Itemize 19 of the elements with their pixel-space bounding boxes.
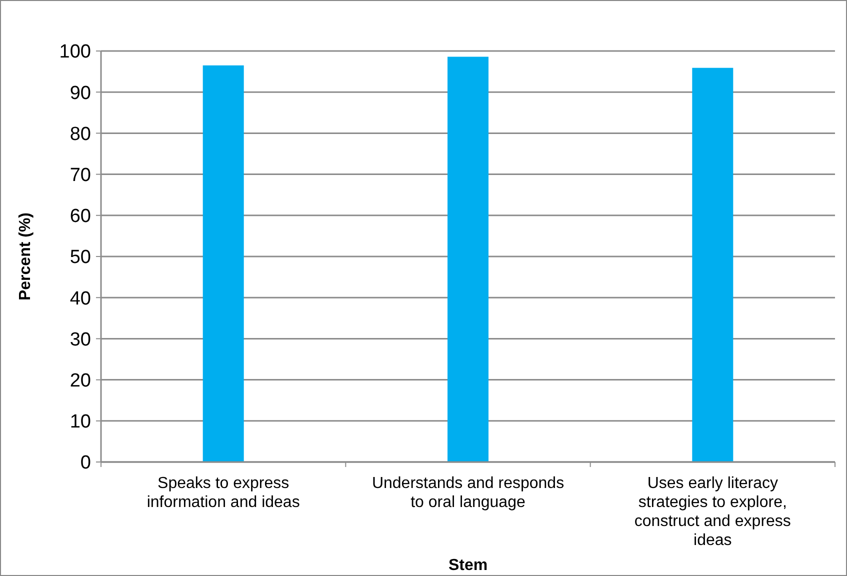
y-tick-label: 80: [70, 124, 91, 145]
x-tick-label: Understands and responds to oral language: [372, 475, 564, 511]
bar: [202, 65, 244, 462]
y-tick-label: 100: [59, 42, 91, 63]
x-tick-label: Speaks to express information and ideas: [146, 475, 300, 511]
y-tick-label: 60: [70, 206, 91, 228]
x-axis-title: Stem: [448, 557, 488, 574]
y-tick-label: 90: [70, 82, 91, 104]
x-tick-label: Uses early literacy strategies to explore, construct and express ideas: [634, 475, 791, 549]
bar: [448, 56, 488, 462]
y-axis-title: Percent (%): [17, 212, 34, 301]
y-tick-label: 70: [70, 164, 91, 186]
y-tick-label: 0: [80, 452, 91, 474]
y-tick-label: 20: [70, 370, 91, 392]
y-tick-label: 30: [70, 329, 91, 350]
y-tick-label: 50: [70, 247, 91, 268]
bar: [692, 68, 734, 462]
y-tick-label: 10: [70, 412, 91, 433]
y-tick-label: 40: [70, 288, 91, 310]
